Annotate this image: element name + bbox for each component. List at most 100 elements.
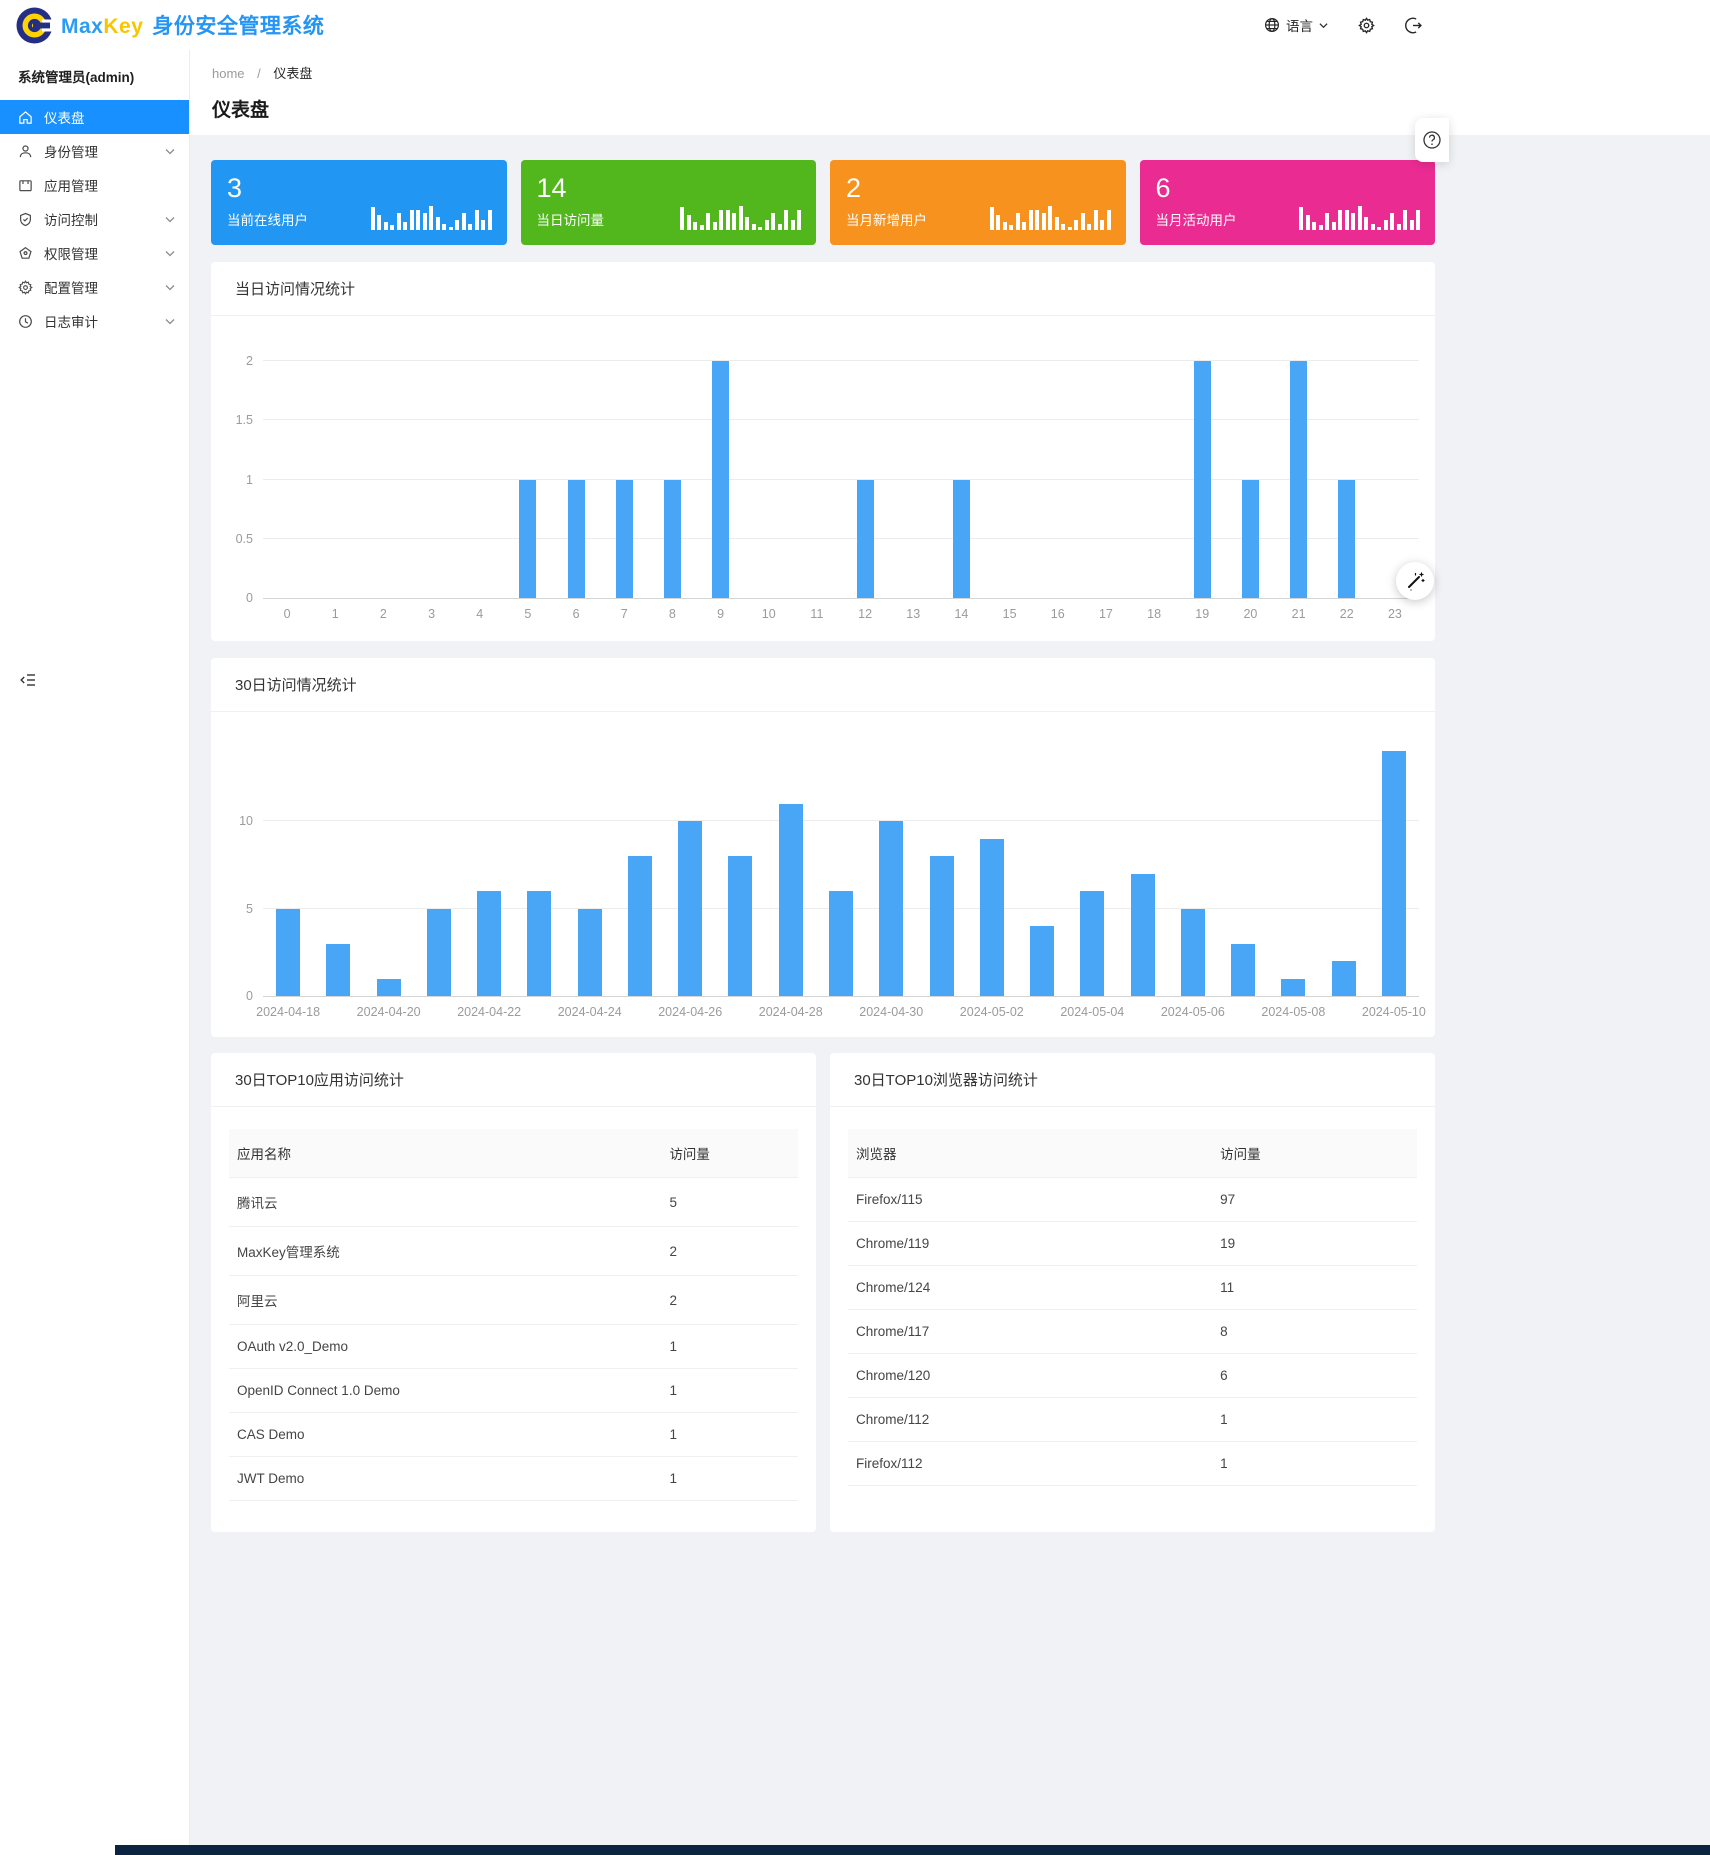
bar-19 (1193, 361, 1211, 598)
chart-plot-area: 0 0.5 1 1.5 2 0 1 2 3 4 5 6 7 8 9 10 11 12 13 14 15 16 17 18 19 2… (236, 354, 1419, 621)
x-axis-tick: 3 (428, 607, 436, 621)
table-header-cell: 访问量 (1212, 1129, 1417, 1178)
gridline (263, 537, 1419, 539)
bar-2024-05-07 (1231, 943, 1256, 996)
sidebar-item-6[interactable]: 日志审计 (0, 304, 189, 338)
page-header: home / 仪表盘 仪表盘 (190, 50, 1710, 135)
sidebar-item-4[interactable]: 权限管理 (0, 236, 189, 270)
x-axis-tick: 2024-04-22 (457, 1005, 522, 1019)
sidebar-item-3[interactable]: 访问控制 (0, 202, 189, 236)
magic-wand-icon (1408, 572, 1425, 591)
sidebar-item-label: 仪表盘 (44, 111, 85, 126)
table-row: JWT Demo 1 (229, 1456, 798, 1501)
stat-card-0: 3 当前在线用户 (211, 160, 507, 245)
help-icon (1423, 131, 1441, 149)
x-axis-tick: 2024-05-02 (959, 1005, 1024, 1019)
language-menu[interactable]: 语言 (1264, 15, 1328, 35)
table-cell: Firefox/112 (848, 1441, 1213, 1486)
table-row: MaxKey管理系统 2 (229, 1226, 798, 1276)
table-cell: CAS Demo (229, 1412, 662, 1457)
table-cell: 1 (661, 1368, 798, 1413)
daily-visits-chart: 0 0.5 1 1.5 2 0 1 2 3 4 5 6 7 8 9 10 11 12 13 14 15 16 17 18 19 2… (211, 316, 1435, 641)
table-row: 阿里云 2 (229, 1275, 798, 1325)
y-axis-tick: 5 (246, 901, 253, 916)
stat-label: 当月新增用户 (846, 213, 927, 229)
top-browsers-table-card: 30日TOP10浏览器访问统计 浏览器 访问量 Firefox/115 97 Chrom… (830, 1053, 1435, 1532)
y-axis-tick: 1.5 (235, 413, 253, 428)
x-axis-tick: 2024-05-04 (1060, 1005, 1125, 1019)
menu-fold-button[interactable] (20, 672, 36, 693)
gridline (263, 820, 1419, 821)
table-cell: Firefox/115 (848, 1177, 1213, 1222)
table-row: Firefox/112 1 (848, 1441, 1417, 1486)
stat-cards-row: 3 当前在线用户 14 当日访问量 2 当月新增用户 6 当月活动用户 (211, 160, 1435, 245)
stat-card-2: 2 当月新增用户 (830, 160, 1126, 245)
settings-button[interactable] (1358, 16, 1375, 34)
x-axis-tick: 2024-04-30 (859, 1005, 924, 1019)
bar-12 (856, 479, 874, 598)
monthly-visits-chart: 0 5 10 2024-04-18 2024-04-20 2024-04-22 2024-0… (211, 712, 1435, 1037)
user-icon (18, 144, 33, 159)
table-cell: MaxKey管理系统 (229, 1226, 662, 1276)
x-axis-tick: 2024-04-18 (256, 1005, 321, 1019)
top-apps-table: 应用名称 访问量 腾讯云 5 MaxKey管理系统 2 阿里云 2 OAuth v2.0_Dem… (229, 1129, 798, 1501)
table-cell: 8 (1212, 1309, 1417, 1354)
bar-22 (1338, 479, 1356, 598)
x-axis-tick: 2 (379, 607, 387, 621)
x-axis-tick: 13 (906, 607, 921, 621)
table-cell: 19 (1212, 1221, 1417, 1266)
table2-title: 30日TOP10浏览器访问统计 (830, 1053, 1435, 1107)
bar-2024-04-29 (829, 891, 853, 996)
clock-icon (18, 314, 33, 329)
sidebar-item-2[interactable]: 应用管理 (0, 168, 189, 202)
sidebar-item-label: 配置管理 (44, 281, 98, 296)
bar-2024-04-20 (376, 978, 401, 996)
stat-label: 当前在线用户 (227, 213, 308, 229)
badge-icon (18, 246, 33, 261)
bar-2024-04-26 (678, 821, 703, 996)
table-row: OAuth v2.0_Demo 1 (229, 1324, 798, 1369)
sidebar-item-5[interactable]: 配置管理 (0, 270, 189, 304)
table-cell: Chrome/117 (848, 1309, 1213, 1354)
bar-5 (519, 479, 537, 598)
app-header: MaxKey 身份安全管理系统 语言 (0, 0, 1710, 50)
table1-title: 30日TOP10应用访问统计 (211, 1053, 816, 1107)
breadcrumb-home[interactable]: home (212, 66, 245, 81)
bar-2024-05-09 (1331, 961, 1356, 996)
sparkline-chart (680, 205, 801, 230)
table-cell: Chrome/124 (848, 1265, 1213, 1310)
main-area: home / 仪表盘 仪表盘 3 当前在线用户 14 当日访问量 2 当月新增用户 6 当月活… (190, 50, 1710, 1855)
language-label: 语言 (1286, 19, 1313, 34)
home-icon (18, 110, 33, 125)
breadcrumb-current: 仪表盘 (273, 66, 313, 81)
brand-suffix: 身份安全管理系统 (152, 15, 325, 38)
bar-2024-04-25 (627, 856, 652, 996)
logout-button[interactable] (1405, 17, 1422, 34)
shield-icon (18, 212, 33, 227)
sidebar-item-label: 身份管理 (44, 145, 98, 160)
help-button[interactable] (1415, 118, 1449, 162)
table-row: Chrome/124 11 (848, 1265, 1417, 1310)
table-header-cell: 访问量 (661, 1129, 798, 1178)
sidebar-item-1[interactable]: 身份管理 (0, 134, 189, 168)
x-axis-tick: 8 (668, 607, 676, 621)
x-axis-tick: 20 (1243, 607, 1258, 621)
x-axis-tick: 15 (1002, 607, 1017, 621)
sidebar-item-label: 应用管理 (44, 179, 98, 194)
table-cell: Chrome/119 (848, 1221, 1213, 1266)
brand-max: Max (61, 15, 104, 38)
x-axis-tick: 16 (1050, 607, 1065, 621)
bar-2024-05-08 (1281, 978, 1306, 996)
x-axis-tick: 19 (1195, 607, 1210, 621)
table-header-cell: 应用名称 (229, 1129, 662, 1178)
theme-wand-button[interactable] (1396, 562, 1434, 600)
x-axis-tick: 23 (1387, 607, 1402, 621)
x-axis-tick: 2024-04-28 (758, 1005, 823, 1019)
x-axis-tick: 7 (620, 607, 628, 621)
chevron-down-icon (165, 250, 175, 257)
daily-visits-chart-card: 当日访问情况统计 0 0.5 1 1.5 2 0 1 2 3 4 5 6 7 8 9 10 11 12 13 14 15… (211, 262, 1435, 641)
table-row: Chrome/119 19 (848, 1221, 1417, 1266)
sidebar-item-0[interactable]: 仪表盘 (0, 100, 189, 134)
chevron-down-icon (165, 216, 175, 223)
x-axis-tick: 2024-05-10 (1361, 1005, 1426, 1019)
